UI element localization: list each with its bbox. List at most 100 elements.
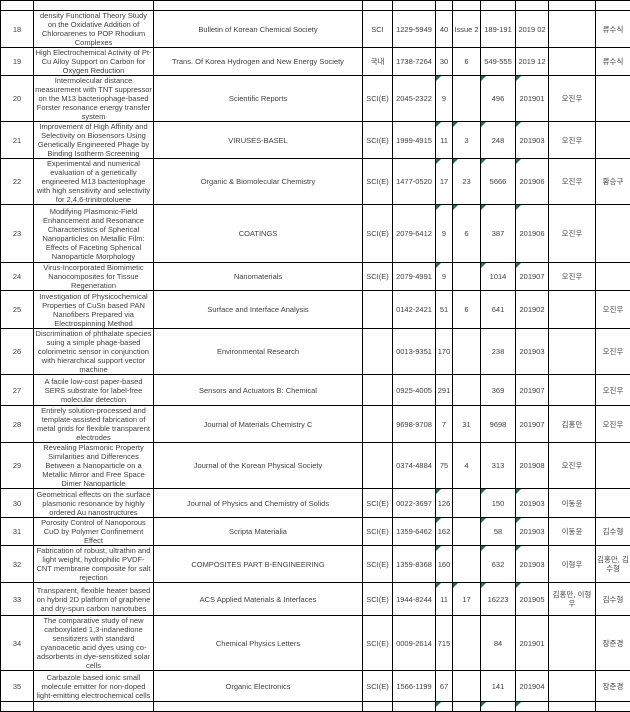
pages-cell[interactable]: 248 <box>481 122 516 159</box>
author-cell-2[interactable] <box>596 443 630 489</box>
pages-cell[interactable]: 58 <box>481 518 516 546</box>
author-cell-2[interactable] <box>596 489 630 518</box>
date-cell[interactable]: 201906 <box>516 159 549 205</box>
row-number-cell[interactable] <box>1 1 34 11</box>
row-number-cell[interactable]: 31 <box>1 518 34 546</box>
author-cell-2[interactable] <box>596 122 630 159</box>
issn-cell[interactable]: 0142-2421 <box>393 291 436 329</box>
pages-cell[interactable]: 9698 <box>481 406 516 443</box>
row-number-cell[interactable]: 26 <box>1 329 34 375</box>
author-cell-1[interactable] <box>549 291 596 329</box>
issue-cell[interactable]: 3 <box>453 122 481 159</box>
issn-cell[interactable]: 0013-9351 <box>393 329 436 375</box>
author-cell-2[interactable]: 류수식 <box>596 11 630 48</box>
row-number-cell[interactable]: 18 <box>1 11 34 48</box>
row-number-cell[interactable]: 25 <box>1 291 34 329</box>
issue-cell[interactable]: 23 <box>453 159 481 205</box>
volume-cell[interactable]: 11 <box>436 122 453 159</box>
volume-cell[interactable]: 126 <box>436 489 453 518</box>
pages-cell[interactable]: 141 <box>481 671 516 702</box>
sci-class-cell[interactable] <box>363 443 393 489</box>
author-cell-1[interactable]: 이동윤 <box>549 518 596 546</box>
date-cell[interactable]: 201902 <box>516 291 549 329</box>
author-cell-2[interactable]: 오진우 <box>596 291 630 329</box>
author-cell-1[interactable]: 오진우 <box>549 443 596 489</box>
author-cell-1[interactable]: 오진우 <box>549 122 596 159</box>
title-cell[interactable]: Intermolecular distance measurement with… <box>34 76 154 122</box>
author-cell-1[interactable] <box>549 702 596 712</box>
pages-cell[interactable]: 387 <box>481 205 516 263</box>
issue-cell[interactable] <box>453 375 481 406</box>
date-cell[interactable]: 201901 <box>516 616 549 671</box>
author-cell-2[interactable] <box>596 263 630 291</box>
sci-class-cell[interactable]: SCI(E) <box>363 583 393 616</box>
date-cell[interactable] <box>516 1 549 11</box>
row-number-cell[interactable]: 20 <box>1 76 34 122</box>
title-cell[interactable]: Revealing Plasmonic Property Similaritie… <box>34 443 154 489</box>
sci-class-cell[interactable] <box>363 702 393 712</box>
journal-cell[interactable]: Surface and Interface Analysis <box>154 291 363 329</box>
issn-cell[interactable]: 0022-3697 <box>393 489 436 518</box>
author-cell-1[interactable]: 오진우 <box>549 76 596 122</box>
volume-cell[interactable]: 291 <box>436 375 453 406</box>
title-cell[interactable]: density Functional Theory Study on the O… <box>34 11 154 48</box>
issn-cell[interactable]: 0009-2614 <box>393 616 436 671</box>
issn-cell[interactable]: 1999-4915 <box>393 122 436 159</box>
author-cell-1[interactable] <box>549 48 596 76</box>
journal-cell[interactable]: Trans. Of Korea Hydrogen and New Energy … <box>154 48 363 76</box>
sci-class-cell[interactable] <box>363 1 393 11</box>
author-cell-2[interactable]: 오진우 <box>596 406 630 443</box>
issue-cell[interactable] <box>453 329 481 375</box>
author-cell-2[interactable]: 오진우 <box>596 375 630 406</box>
volume-cell[interactable]: 9 <box>436 205 453 263</box>
issn-cell[interactable] <box>393 702 436 712</box>
date-cell[interactable]: 201903 <box>516 546 549 583</box>
issn-cell[interactable]: 2045-2322 <box>393 76 436 122</box>
author-cell-1[interactable] <box>549 671 596 702</box>
issue-cell[interactable]: 6 <box>453 48 481 76</box>
author-cell-1[interactable]: 김홍만, 이형우 <box>549 583 596 616</box>
issue-cell[interactable]: 6 <box>453 205 481 263</box>
title-cell[interactable] <box>34 702 154 712</box>
issn-cell[interactable]: 1738-7264 <box>393 48 436 76</box>
date-cell[interactable]: 201907 <box>516 406 549 443</box>
sci-class-cell[interactable]: SCI(E) <box>363 205 393 263</box>
volume-cell[interactable]: 11 <box>436 583 453 616</box>
volume-cell[interactable]: 67 <box>436 671 453 702</box>
author-cell-2[interactable]: 황승구 <box>596 159 630 205</box>
volume-cell[interactable] <box>436 1 453 11</box>
issue-cell[interactable] <box>453 76 481 122</box>
journal-cell[interactable]: COATINGS <box>154 205 363 263</box>
sci-class-cell[interactable] <box>363 291 393 329</box>
row-number-cell[interactable]: 28 <box>1 406 34 443</box>
volume-cell[interactable]: 7 <box>436 406 453 443</box>
author-cell-1[interactable] <box>549 329 596 375</box>
pages-cell[interactable] <box>481 1 516 11</box>
volume-cell[interactable]: 30 <box>436 48 453 76</box>
journal-cell[interactable]: Scripta Materialia <box>154 518 363 546</box>
author-cell-1[interactable] <box>549 375 596 406</box>
author-cell-1[interactable] <box>549 616 596 671</box>
row-number-cell[interactable]: 19 <box>1 48 34 76</box>
title-cell[interactable] <box>34 1 154 11</box>
issue-cell[interactable] <box>453 546 481 583</box>
volume-cell[interactable]: 17 <box>436 159 453 205</box>
date-cell[interactable]: 201903 <box>516 489 549 518</box>
journal-cell[interactable] <box>154 1 363 11</box>
journal-cell[interactable]: VIRUSES-BASEL <box>154 122 363 159</box>
author-cell-1[interactable] <box>549 1 596 11</box>
issn-cell[interactable]: 9698-9708 <box>393 406 436 443</box>
author-cell-1[interactable]: 오진우 <box>549 205 596 263</box>
pages-cell[interactable]: 189-191 <box>481 11 516 48</box>
pages-cell[interactable] <box>481 702 516 712</box>
author-cell-2[interactable]: 오진우 <box>596 329 630 375</box>
issn-cell[interactable]: 0925-4005 <box>393 375 436 406</box>
date-cell[interactable]: 201906 <box>516 205 549 263</box>
sci-class-cell[interactable]: SCI(E) <box>363 671 393 702</box>
date-cell[interactable] <box>516 702 549 712</box>
title-cell[interactable]: Carbazole based ionic small molecule emi… <box>34 671 154 702</box>
issn-cell[interactable]: 1359-8368 <box>393 546 436 583</box>
date-cell[interactable]: 201905 <box>516 583 549 616</box>
author-cell-2[interactable]: 김수형 <box>596 583 630 616</box>
pages-cell[interactable]: 549-555 <box>481 48 516 76</box>
